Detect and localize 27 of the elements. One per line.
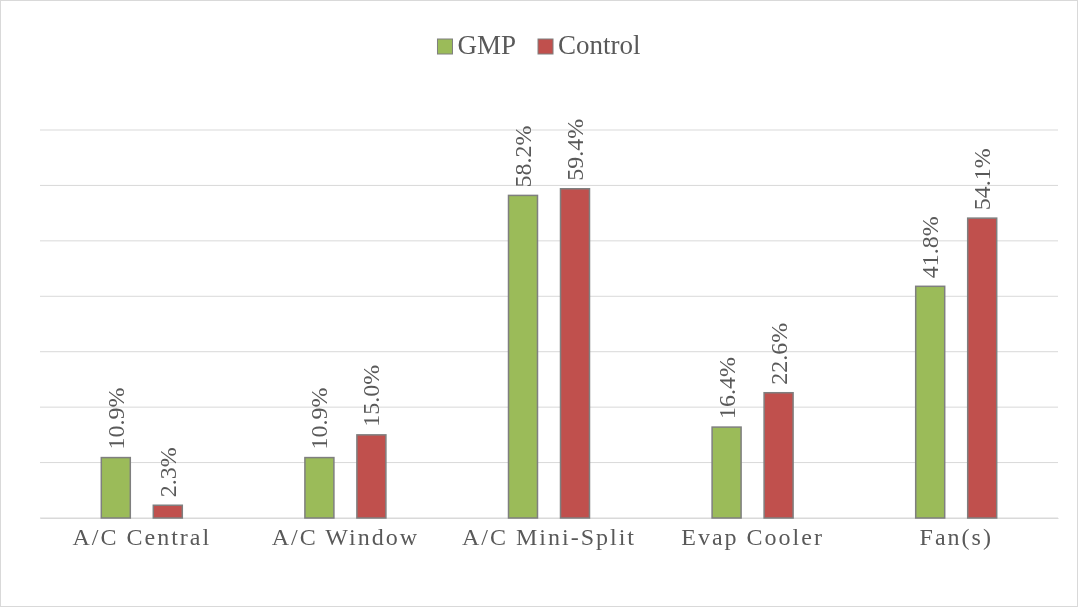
bar — [356, 434, 387, 519]
x-tick-label: Evap Cooler — [681, 524, 824, 550]
data-label: 16.4% — [713, 357, 740, 420]
legend-label: GMP — [457, 30, 517, 60]
legend-label: Control — [558, 30, 641, 60]
data-label: 22.6% — [765, 322, 792, 385]
data-label: 15.0% — [358, 364, 385, 427]
data-label: 2.3% — [154, 447, 181, 498]
x-tick-label: Fan(s) — [919, 524, 993, 550]
data-label: 10.9% — [102, 387, 129, 450]
x-tick-label: A/C Mini-Split — [461, 524, 637, 550]
bar — [304, 456, 335, 519]
data-label: 54.1% — [969, 148, 996, 211]
bar — [152, 504, 184, 519]
bar — [507, 194, 539, 519]
bar — [711, 426, 742, 519]
bar — [559, 188, 591, 519]
x-tick-label: A/C Window — [271, 524, 420, 550]
bar — [763, 391, 794, 519]
data-label: 41.8% — [917, 216, 944, 279]
data-label: 58.2% — [510, 125, 536, 188]
data-label: 59.4% — [562, 118, 588, 181]
bar — [966, 217, 998, 519]
bar — [914, 285, 946, 519]
x-tick-label: A/C Central — [72, 524, 212, 550]
bar — [100, 456, 132, 519]
data-label: 10.9% — [306, 387, 333, 450]
